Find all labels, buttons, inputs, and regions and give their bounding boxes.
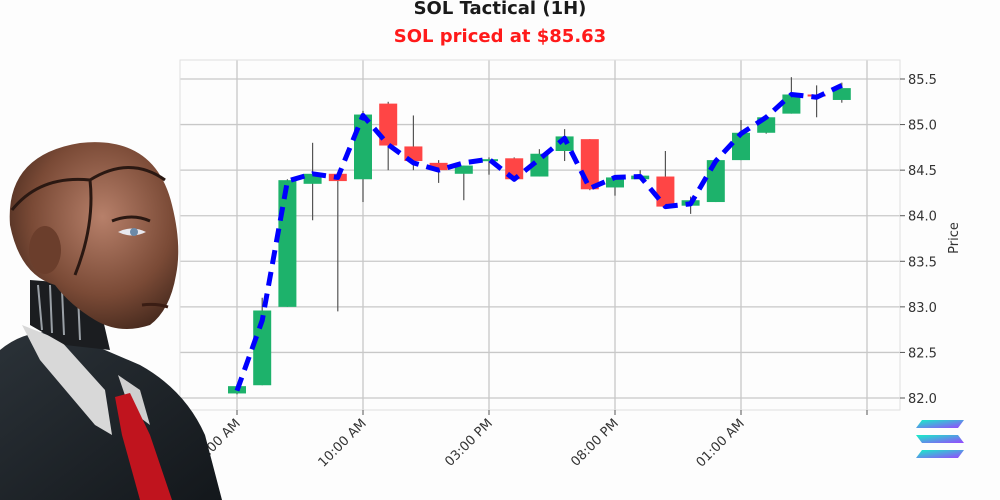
candle-up xyxy=(253,310,272,386)
y-tick-label: 83.5 xyxy=(908,255,937,270)
candle-down xyxy=(656,176,675,207)
candle-up xyxy=(732,132,750,161)
price-subtitle: SOL priced at $85.63 xyxy=(393,26,607,47)
y-tick-label: 84.0 xyxy=(908,210,937,225)
candle-down xyxy=(580,139,599,190)
candle-down xyxy=(429,162,448,171)
x-tick-label: 10:00 AM xyxy=(316,416,370,470)
robot-businessman-avatar-icon xyxy=(0,142,222,500)
candle-down xyxy=(379,103,398,146)
candle-up xyxy=(480,159,498,162)
x-axis: 05:00 AM 10:00 AM 03:00 PM 08:00 PM 01:00 AM xyxy=(190,410,868,470)
plot-frame xyxy=(179,59,901,411)
x-tick-label: 03:00 PM xyxy=(442,416,495,469)
y-tick-label: 85.5 xyxy=(908,73,937,88)
x-tick-label: 01:00 AM xyxy=(694,416,748,470)
candle-up xyxy=(354,114,372,180)
trend-line xyxy=(234,83,843,392)
candle-up xyxy=(832,88,851,100)
candle-up xyxy=(606,177,624,188)
y-tick-label: 84.5 xyxy=(908,164,937,179)
y-tick-label: 82.5 xyxy=(908,346,937,361)
y-axis: 82.0 82.5 83.0 83.5 84.0 84.5 85.0 85.5 xyxy=(900,73,937,407)
candle-up xyxy=(706,160,725,203)
candle-up xyxy=(278,180,297,307)
chart-title: SOL Tactical (1H) xyxy=(413,0,587,19)
y-tick-label: 82.0 xyxy=(908,392,937,407)
candle-up xyxy=(782,94,801,114)
y-axis-label: Price xyxy=(947,222,962,254)
y-tick-label: 85.0 xyxy=(908,119,937,134)
candle-up xyxy=(303,173,322,184)
candle-up xyxy=(454,165,473,174)
candle-up xyxy=(530,153,549,177)
y-tick-label: 83.0 xyxy=(908,301,937,316)
x-tick-label: 08:00 PM xyxy=(568,416,621,469)
solana-logo-icon xyxy=(916,420,964,458)
